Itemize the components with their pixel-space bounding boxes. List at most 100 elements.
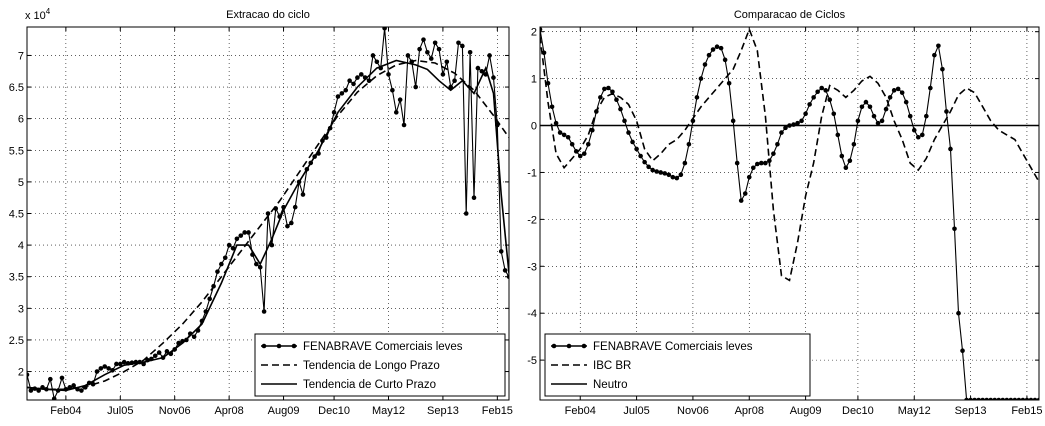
data-point [152, 353, 158, 359]
data-point [742, 191, 748, 196]
data-point [763, 160, 768, 166]
data-point [343, 87, 349, 93]
data-point [577, 153, 583, 159]
data-point [807, 102, 812, 107]
data-point [59, 375, 65, 381]
left-chart-panel: Feb04 Jul05 Nov06 Apr08 Aug09 Dec10 May12 Sep13… [9, 7, 513, 417]
series-group [540, 27, 1039, 400]
x-tick-label: Sep13 [427, 405, 459, 417]
data-point [658, 170, 664, 175]
legend-label: IBC BR [593, 360, 631, 372]
data-point [51, 396, 57, 400]
data-point [614, 97, 619, 103]
data-point [102, 364, 108, 369]
data-point [891, 88, 897, 93]
data-point [428, 56, 434, 61]
y-tick-label: 2.5 [9, 335, 24, 347]
data-point [718, 45, 724, 51]
data-point [421, 37, 426, 42]
data-point [694, 95, 700, 100]
data-point [48, 376, 53, 382]
data-point [964, 397, 969, 400]
data-point [506, 274, 509, 280]
data-point [374, 59, 380, 65]
data-point [269, 242, 275, 248]
data-point [456, 40, 461, 46]
y-exponent-label: x 104 [25, 7, 51, 22]
data-point [992, 397, 998, 400]
data-point [79, 388, 84, 393]
legend: FENABRAVE Comerciais leves IBC BR Neutro [544, 333, 811, 397]
data-point [94, 369, 100, 374]
series-line-2 [27, 59, 509, 392]
data-point [811, 95, 816, 100]
series-line-1 [27, 59, 509, 391]
data-point [851, 141, 857, 147]
data-point [238, 233, 244, 238]
data-point [734, 160, 740, 166]
data-point [540, 27, 543, 32]
data-point [382, 27, 387, 31]
x-tick-label: Dec10 [318, 405, 350, 417]
data-point [674, 175, 680, 181]
data-point [417, 46, 422, 52]
data-point [915, 134, 921, 140]
data-point [366, 78, 372, 84]
data-point [618, 106, 623, 112]
data-point [467, 49, 473, 55]
data-point [940, 66, 945, 72]
data-point [670, 174, 676, 180]
data-point [436, 46, 442, 52]
series-line-1 [540, 27, 1039, 282]
data-point [257, 264, 263, 270]
data-point [164, 349, 170, 354]
data-point [879, 118, 885, 124]
data-point [988, 397, 994, 400]
y-tick-label: 1 [531, 74, 537, 86]
data-point [561, 132, 567, 138]
x-tick-label: Dec10 [842, 405, 874, 417]
data-point [714, 44, 720, 50]
data-point [358, 72, 364, 77]
data-point [1004, 397, 1010, 400]
data-point [156, 350, 162, 355]
data-point [827, 97, 833, 103]
data-point [498, 249, 504, 254]
data-point [598, 95, 603, 100]
x-tick-label: Sep13 [955, 405, 987, 417]
data-point [859, 104, 865, 110]
data-point [1008, 397, 1014, 400]
x-tick-label: Feb15 [482, 405, 513, 417]
data-point [936, 43, 941, 49]
data-point [393, 110, 399, 115]
data-point [219, 261, 224, 267]
data-point [339, 91, 345, 96]
legend-marker [291, 343, 297, 349]
y-tick-label: 4.5 [9, 209, 24, 221]
data-point [242, 230, 247, 235]
data-point [984, 397, 989, 400]
series-group [27, 27, 509, 400]
legend-marker [276, 343, 282, 349]
data-point [602, 86, 607, 92]
data-point [932, 52, 937, 58]
data-point [634, 146, 639, 152]
data-point [887, 95, 893, 100]
y-tick-label: 3.5 [9, 272, 24, 284]
legend-marker [581, 343, 587, 349]
x-tick-label: May12 [372, 405, 405, 417]
x-tick-label: Apr08 [214, 405, 243, 417]
data-point [117, 361, 123, 367]
data-point [928, 85, 933, 91]
x-tick-label: Feb04 [50, 405, 81, 417]
data-point [682, 160, 688, 166]
data-point [738, 198, 744, 203]
data-point [191, 334, 197, 340]
data-point [285, 223, 290, 229]
y-tick-label: -3 [527, 261, 537, 273]
x-tick-label: May12 [898, 405, 931, 417]
data-point [1024, 397, 1030, 400]
y-tick-label: 5 [18, 177, 24, 189]
x-tick-label: Feb15 [1011, 405, 1042, 417]
